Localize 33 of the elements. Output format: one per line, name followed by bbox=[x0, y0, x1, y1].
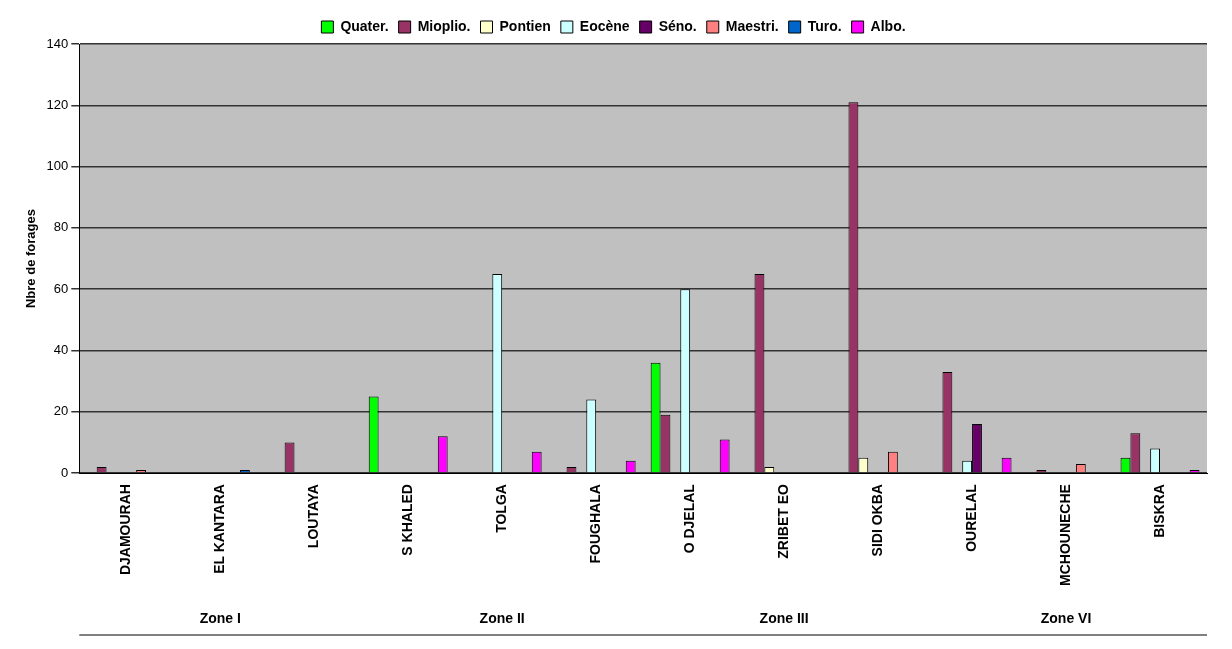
legend-label: Albo. bbox=[870, 17, 906, 34]
x-tick-label: TOLGA bbox=[493, 484, 510, 533]
y-tick-label: 100 bbox=[46, 158, 69, 174]
text: Zone I bbox=[199, 609, 241, 626]
y-axis-title: Nbre de forages bbox=[23, 209, 39, 309]
y-tick-label: 80 bbox=[53, 219, 69, 235]
x-tick-label: ZRIBET EO bbox=[774, 484, 791, 559]
x-tick-label: SIDI OKBA bbox=[868, 484, 885, 557]
legend-label: Quater. bbox=[340, 17, 389, 34]
y-tick-label: 140 bbox=[46, 35, 69, 51]
y-tick-label: 120 bbox=[46, 96, 69, 112]
x-tick-label: O DJELAL bbox=[680, 483, 697, 554]
x-tick-label: LOUTAYA bbox=[305, 484, 322, 549]
legend-label: Maestri. bbox=[725, 17, 779, 34]
x-tick-label: OURELAL bbox=[962, 483, 979, 552]
x-tick-label: BISKRA bbox=[1150, 484, 1167, 538]
legend-label: Mioplio. bbox=[417, 17, 471, 34]
legend-label: Pontien bbox=[499, 17, 551, 34]
legend-label: Eocène bbox=[579, 17, 630, 34]
x-tick-label: MCHOUNECHE bbox=[1056, 484, 1073, 586]
y-tick-label: 60 bbox=[53, 280, 69, 296]
x-tick-label: S KHALED bbox=[399, 484, 416, 556]
text: Zone III bbox=[759, 609, 809, 626]
x-tick-label: FOUGHALA bbox=[587, 484, 604, 564]
text: Zone VI bbox=[1040, 609, 1092, 626]
y-tick-label: 0 bbox=[61, 464, 69, 480]
legend-label: Turo. bbox=[807, 17, 842, 34]
y-tick-label: 40 bbox=[53, 342, 69, 358]
text: Zone II bbox=[479, 609, 525, 626]
legend-label: Séno. bbox=[658, 17, 697, 34]
y-tick-label: 20 bbox=[53, 403, 69, 419]
x-tick-label: EL KANTARA bbox=[211, 484, 228, 574]
x-tick-label: DJAMOURAH bbox=[117, 484, 134, 576]
